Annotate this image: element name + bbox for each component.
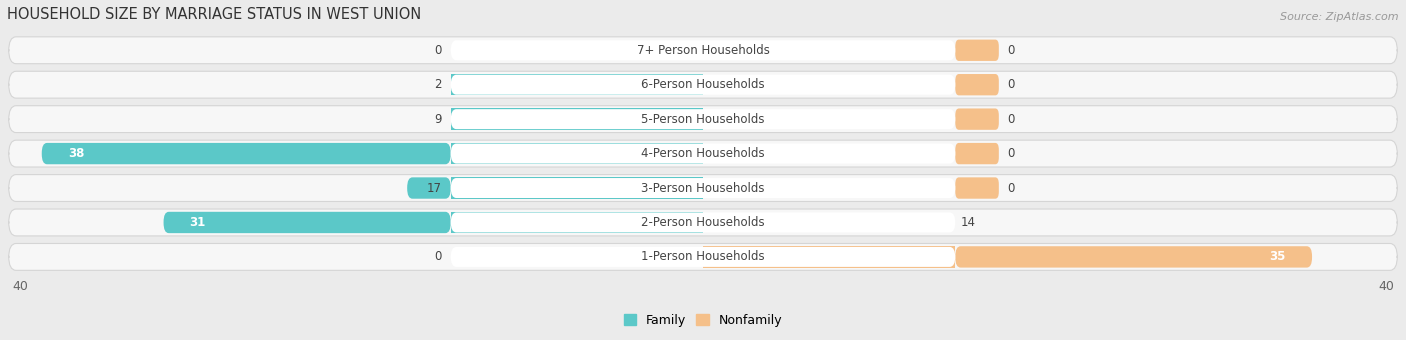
FancyBboxPatch shape — [163, 212, 451, 233]
FancyBboxPatch shape — [955, 143, 998, 164]
Text: 0: 0 — [434, 251, 441, 264]
FancyBboxPatch shape — [451, 40, 955, 60]
Text: 40: 40 — [1378, 280, 1393, 293]
Text: 35: 35 — [1270, 251, 1286, 264]
Bar — [703, 246, 955, 268]
Text: Source: ZipAtlas.com: Source: ZipAtlas.com — [1281, 12, 1399, 22]
FancyBboxPatch shape — [955, 177, 998, 199]
FancyBboxPatch shape — [451, 143, 955, 164]
FancyBboxPatch shape — [955, 246, 1312, 268]
Text: 0: 0 — [1008, 113, 1015, 126]
FancyBboxPatch shape — [8, 71, 1398, 98]
FancyBboxPatch shape — [451, 75, 955, 95]
Bar — [451, 74, 703, 96]
Text: 40: 40 — [13, 280, 28, 293]
Text: HOUSEHOLD SIZE BY MARRIAGE STATUS IN WEST UNION: HOUSEHOLD SIZE BY MARRIAGE STATUS IN WES… — [7, 7, 422, 22]
FancyBboxPatch shape — [451, 178, 955, 198]
Bar — [451, 108, 703, 130]
FancyBboxPatch shape — [8, 209, 1398, 236]
FancyBboxPatch shape — [955, 74, 998, 96]
FancyBboxPatch shape — [451, 247, 955, 267]
Text: 2: 2 — [434, 78, 441, 91]
FancyBboxPatch shape — [8, 37, 1398, 64]
FancyBboxPatch shape — [42, 143, 451, 164]
Text: 0: 0 — [434, 44, 441, 57]
Text: 0: 0 — [1008, 147, 1015, 160]
FancyBboxPatch shape — [8, 140, 1398, 167]
Text: 2-Person Households: 2-Person Households — [641, 216, 765, 229]
Text: 31: 31 — [190, 216, 205, 229]
Text: 38: 38 — [67, 147, 84, 160]
Text: 0: 0 — [1008, 182, 1015, 194]
Bar — [451, 143, 703, 164]
Text: 3-Person Households: 3-Person Households — [641, 182, 765, 194]
Text: 4-Person Households: 4-Person Households — [641, 147, 765, 160]
FancyBboxPatch shape — [408, 177, 451, 199]
FancyBboxPatch shape — [8, 243, 1398, 270]
Text: 1-Person Households: 1-Person Households — [641, 251, 765, 264]
Bar — [451, 177, 703, 199]
Text: 9: 9 — [434, 113, 441, 126]
Text: 6-Person Households: 6-Person Households — [641, 78, 765, 91]
Text: 0: 0 — [1008, 78, 1015, 91]
FancyBboxPatch shape — [8, 175, 1398, 202]
FancyBboxPatch shape — [8, 106, 1398, 133]
Text: 17: 17 — [427, 182, 441, 194]
FancyBboxPatch shape — [955, 39, 998, 61]
FancyBboxPatch shape — [451, 212, 955, 233]
FancyBboxPatch shape — [955, 108, 998, 130]
Bar — [451, 212, 703, 233]
Text: 7+ Person Households: 7+ Person Households — [637, 44, 769, 57]
Text: 14: 14 — [960, 216, 976, 229]
FancyBboxPatch shape — [451, 109, 955, 129]
Text: 5-Person Households: 5-Person Households — [641, 113, 765, 126]
Legend: Family, Nonfamily: Family, Nonfamily — [619, 309, 787, 332]
Text: 0: 0 — [1008, 44, 1015, 57]
